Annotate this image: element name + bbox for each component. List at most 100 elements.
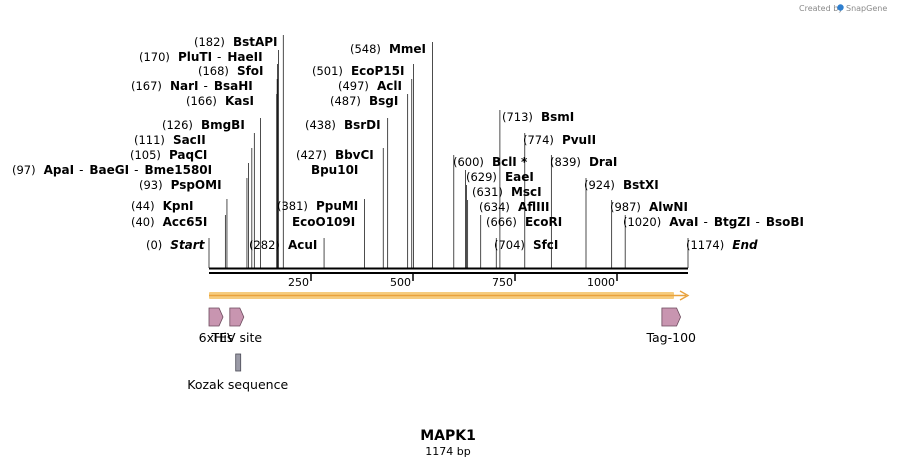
site-position: (839) bbox=[550, 155, 581, 169]
enzyme-name: Acc65I bbox=[163, 215, 208, 229]
site-position: (0) bbox=[146, 238, 162, 252]
axis-tick-label: 750 bbox=[492, 276, 513, 289]
enzyme-name: AvaI bbox=[669, 215, 698, 229]
brand-name: SnapGene bbox=[846, 4, 887, 13]
map-length: 1174 bp bbox=[425, 445, 470, 458]
enzyme-name: MmeI bbox=[389, 42, 426, 56]
site-position: (774) bbox=[523, 133, 554, 147]
axis-tick-label: 1000 bbox=[587, 276, 615, 289]
enzyme-name: KpnI bbox=[163, 199, 194, 213]
site-lines bbox=[208, 35, 689, 268]
enzyme-name: PvuII bbox=[562, 133, 596, 147]
enzyme-name: End bbox=[732, 238, 758, 252]
site-sacii: (111) SacII bbox=[134, 133, 206, 147]
enzyme-name: PluTI bbox=[178, 50, 212, 64]
map-title-block: MAPK1 1174 bp bbox=[420, 428, 476, 458]
site-position: (166) bbox=[186, 94, 217, 108]
feature-arrow bbox=[229, 307, 245, 327]
enzyme-name: PspOMI bbox=[171, 178, 222, 192]
feature-6xhis: 6xHis bbox=[199, 307, 234, 345]
feature-tag-100: Tag-100 bbox=[645, 307, 696, 345]
site-avai: (1020) AvaI - BtgZI - BsoBI bbox=[623, 215, 804, 229]
enzyme-name: BmgBI bbox=[201, 118, 245, 132]
enzyme-name: PpuMI bbox=[316, 199, 358, 213]
site-position: (600) bbox=[453, 155, 484, 169]
enzyme-name: DraI bbox=[589, 155, 617, 169]
feature-label: Kozak sequence bbox=[187, 377, 288, 392]
site-drai: (839) DraI bbox=[550, 155, 617, 169]
site-pvuii: (774) PvuII bbox=[523, 133, 596, 147]
site-position: (182) bbox=[194, 35, 225, 49]
axis-tick-label: 250 bbox=[288, 276, 309, 289]
snapgene-logo-icon bbox=[837, 4, 844, 11]
site-end: (1174) End bbox=[686, 238, 758, 252]
enzyme-name: EcoRI bbox=[525, 215, 562, 229]
enzyme-name: AlwNI bbox=[649, 200, 688, 214]
site-position: (487) bbox=[330, 94, 361, 108]
site-pspomi: (93) PspOMI bbox=[139, 178, 222, 192]
site-ppumi: (381) PpuMI EcoO109I bbox=[277, 199, 358, 229]
site-position: (666) bbox=[486, 215, 517, 229]
map-title: MAPK1 bbox=[420, 428, 476, 444]
enzyme-name: Start bbox=[170, 238, 205, 252]
enzyme-name: PaqCI bbox=[169, 148, 207, 162]
enzyme-name: EcoO109I bbox=[292, 215, 355, 229]
site-position: (713) bbox=[502, 110, 533, 124]
enzyme-name: Bpu10I bbox=[311, 163, 358, 177]
enzyme-name: HaeII bbox=[227, 50, 262, 64]
enzyme-name: AflIII bbox=[518, 200, 550, 214]
site-position: (548) bbox=[350, 42, 381, 56]
site-ecop15i: (501) EcoP15I bbox=[312, 64, 404, 78]
enzyme-name: BaeGI bbox=[89, 163, 129, 177]
site-bsmi: (713) BsmI bbox=[502, 110, 574, 124]
name-separator: - bbox=[704, 215, 708, 229]
enzyme-name: BbvCI bbox=[335, 148, 374, 162]
site-bstxi: (924) BstXI bbox=[584, 178, 659, 192]
enzyme-name: BsoBI bbox=[766, 215, 804, 229]
site-position: (168) bbox=[198, 64, 229, 78]
enzyme-name: BsrDI bbox=[344, 118, 381, 132]
site-position: (501) bbox=[312, 64, 343, 78]
site-acli: (497) AclI bbox=[338, 79, 402, 93]
enzyme-name: MscI bbox=[511, 185, 542, 199]
site-eaei: (629) EaeI bbox=[466, 170, 534, 184]
site-position: (497) bbox=[338, 79, 369, 93]
site-msci: (631) MscI bbox=[472, 185, 542, 199]
site-position: (170) bbox=[139, 50, 170, 64]
site-start: (0) Start bbox=[146, 238, 206, 252]
site-position: (987) bbox=[610, 200, 641, 214]
axis-ticks: 250 500 750 1000 bbox=[288, 273, 618, 289]
enzyme-name: AclI bbox=[377, 79, 402, 93]
enzyme-name: BtgZI bbox=[714, 215, 751, 229]
site-mmei: (548) MmeI bbox=[350, 42, 426, 56]
enzyme-name: SacII bbox=[173, 133, 206, 147]
site-position: (1020) bbox=[623, 215, 661, 229]
feature-tev-site: TEV site bbox=[210, 307, 262, 345]
feature-label: 6xHis bbox=[199, 330, 234, 345]
site-alwni: (987) AlwNI bbox=[610, 200, 688, 214]
site-position: (438) bbox=[305, 118, 336, 132]
site-acc65i: (40) Acc65I bbox=[131, 215, 207, 229]
site-position: (282) bbox=[249, 238, 280, 252]
feature-label: TEV site bbox=[210, 330, 262, 345]
orf-arrowhead bbox=[679, 290, 690, 301]
site-position: (924) bbox=[584, 178, 615, 192]
enzyme-name: BclI * bbox=[492, 155, 528, 169]
name-separator: - bbox=[755, 215, 759, 229]
enzyme-name: BsmI bbox=[541, 110, 574, 124]
site-nari: (167) NarI - BsaHI bbox=[131, 79, 253, 93]
site-position: (704) bbox=[494, 238, 525, 252]
feature-kozak-sequence: Kozak sequence bbox=[187, 353, 288, 392]
name-separator: - bbox=[217, 50, 221, 64]
enzyme-name: BstAPI bbox=[233, 35, 278, 49]
site-position: (44) bbox=[131, 199, 155, 213]
feature-label: Tag-100 bbox=[645, 330, 696, 345]
site-paqci: (105) PaqCI bbox=[130, 148, 207, 162]
name-separator: - bbox=[203, 79, 207, 93]
site-position: (93) bbox=[139, 178, 163, 192]
feature-arrow bbox=[208, 307, 224, 327]
site-position: (427) bbox=[296, 148, 327, 162]
brand-created-by: Created by bbox=[799, 4, 843, 13]
